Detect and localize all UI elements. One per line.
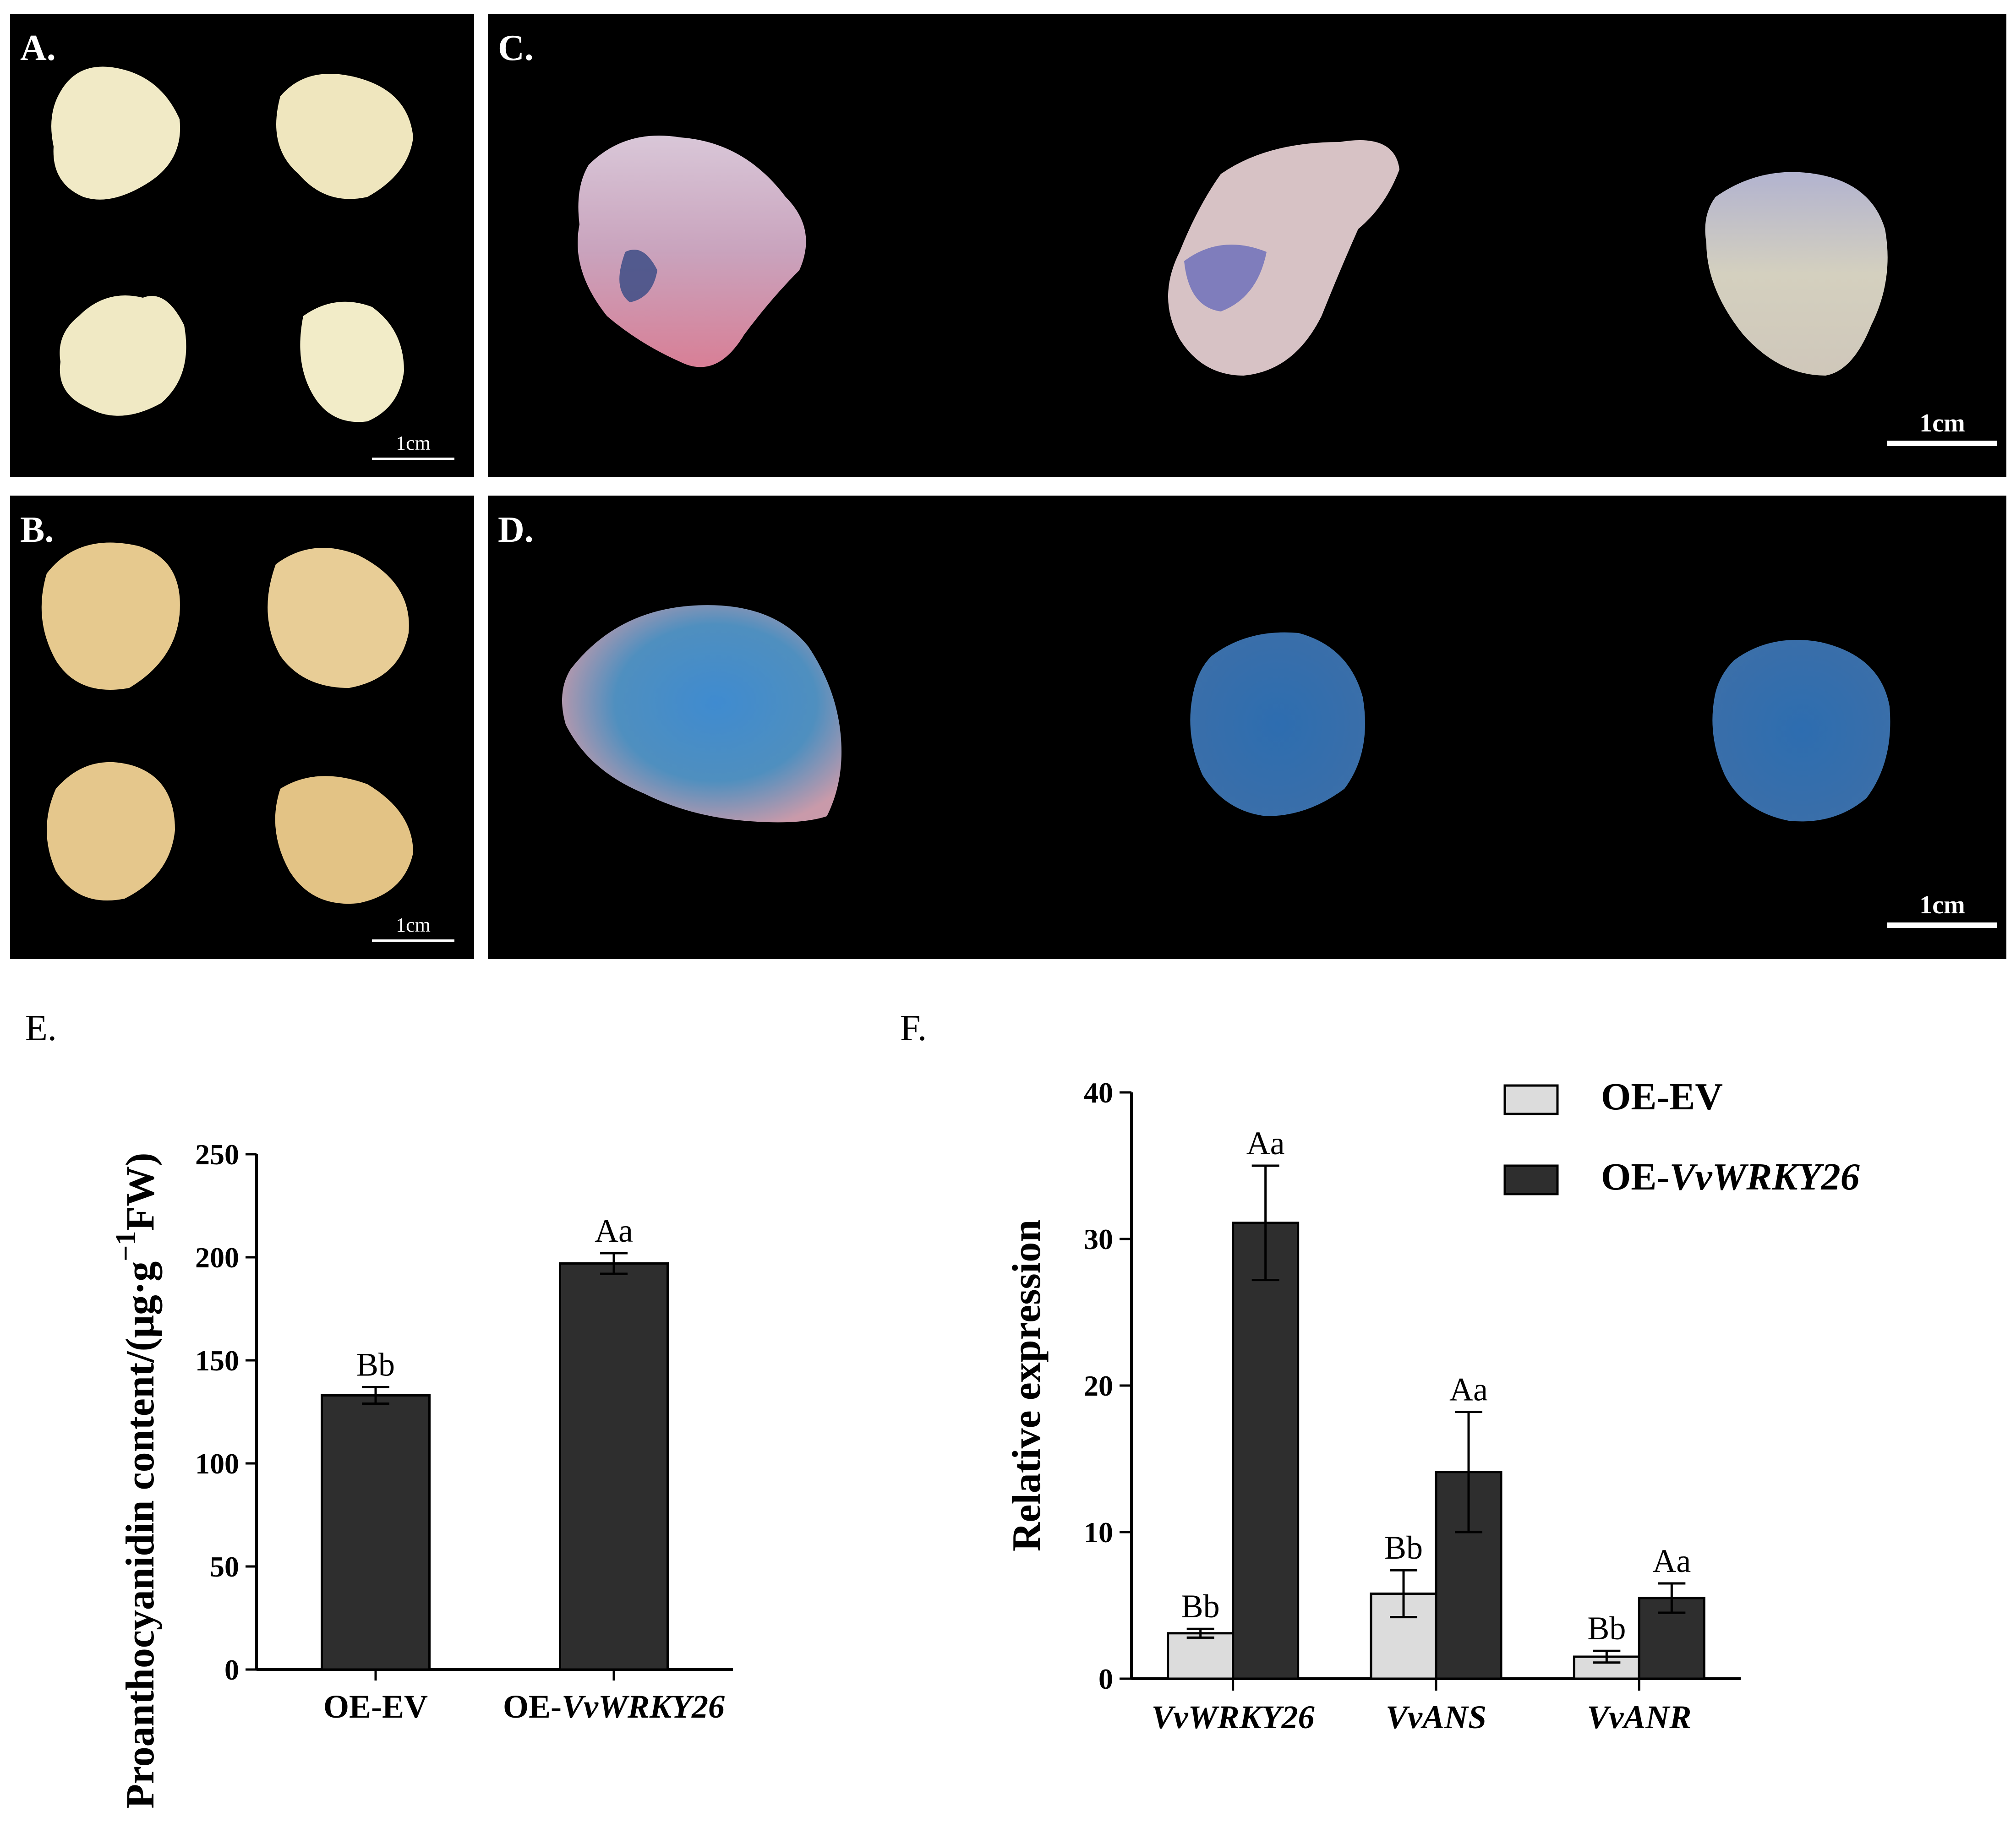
chart-f-panel-label: F. bbox=[900, 1008, 927, 1048]
chart-f-y-label: Relative expression bbox=[1005, 1220, 1049, 1551]
scale-line-d bbox=[1887, 922, 1997, 928]
callus-c2-stain bbox=[1184, 245, 1267, 311]
callus-group-c bbox=[578, 136, 1888, 376]
callus-d2 bbox=[1190, 632, 1365, 816]
chart-f-category-1: VvANS bbox=[1386, 1699, 1486, 1735]
callus-c1-stain bbox=[619, 250, 657, 302]
callus-c1 bbox=[578, 136, 806, 367]
photo-panel-c: C. 1cm bbox=[488, 14, 2006, 477]
scale-bar-c: 1cm bbox=[1887, 409, 1997, 446]
chart-e-y-label-main: Proanthocyanidin content/(μg·g bbox=[118, 1261, 163, 1809]
callus-group-b bbox=[41, 542, 413, 904]
chart-e-y-label-tail: FW) bbox=[118, 1152, 163, 1231]
scale-label-a: 1cm bbox=[396, 432, 431, 454]
chart-e-ytick-label-4: 200 bbox=[195, 1241, 239, 1274]
photo-panel-a: A. 1cm bbox=[10, 14, 474, 477]
chart-f-sig-2-1: Aa bbox=[1652, 1543, 1691, 1579]
callus-c3 bbox=[1705, 172, 1888, 376]
scale-label-c: 1cm bbox=[1919, 409, 1965, 437]
chart-f-legend-label-0-prefix: OE-EV bbox=[1601, 1075, 1723, 1118]
chart-f-legend-swatch-1 bbox=[1503, 1164, 1559, 1195]
chart-e-y-label: Proanthocyanidin content/(μg·g−1FW) bbox=[110, 1152, 163, 1808]
chart-e-category-1-prefix: OE- bbox=[503, 1688, 562, 1725]
callus-group-a bbox=[51, 66, 413, 422]
chart-f-sig-2-0: Bb bbox=[1587, 1610, 1626, 1647]
chart-f-legend-label-1-italic: VvWRKY26 bbox=[1669, 1156, 1859, 1198]
chart-e: 0 50 100 150 200 250 Bb OE-EV Aa OE-VvWRKY26 Proan… bbox=[110, 1138, 733, 1809]
photo-panel-b: B. 1cm bbox=[10, 496, 474, 959]
callus-b4 bbox=[275, 776, 413, 904]
callus-d3 bbox=[1712, 640, 1890, 822]
chart-e-y-label-sup: −1 bbox=[110, 1231, 142, 1261]
chart-e-bar-0 bbox=[321, 1394, 431, 1671]
chart-e-category-1: OE-VvWRKY26 bbox=[503, 1688, 725, 1725]
scale-line-a bbox=[372, 458, 454, 460]
chart-e-sig-1: Aa bbox=[595, 1212, 633, 1249]
scale-bar-d: 1cm bbox=[1887, 890, 1997, 928]
callus-group-d bbox=[562, 605, 1890, 823]
panel-label-a: A. bbox=[20, 28, 56, 68]
chart-f-ytick-label-3: 30 bbox=[1084, 1223, 1113, 1255]
chart-e-category-0-prefix: OE-EV bbox=[323, 1688, 428, 1725]
photo-panel-d: D. 1cm bbox=[488, 496, 2006, 959]
chart-f-legend-label-1: OE-VvWRKY26 bbox=[1601, 1156, 1860, 1198]
chart-f-bar-0-1 bbox=[1232, 1222, 1300, 1680]
chart-f-sig-0-1: Aa bbox=[1246, 1125, 1285, 1162]
chart-f-ytick-label-0: 0 bbox=[1098, 1663, 1113, 1695]
panel-label-b: B. bbox=[20, 510, 54, 550]
chart-f-ytick-label-4: 40 bbox=[1084, 1076, 1113, 1109]
callus-d1 bbox=[562, 605, 841, 823]
chart-e-panel-label: E. bbox=[25, 1008, 57, 1048]
chart-f-ytick-label-2: 20 bbox=[1084, 1370, 1113, 1402]
chart-e-ytick-label-5: 250 bbox=[195, 1138, 239, 1171]
chart-e-category-0: OE-EV bbox=[323, 1688, 428, 1725]
chart-f: 0 10 20 30 40 Bb Aa VvWRKY26 Bb Aa VvANS Bb Aa VvANR R… bbox=[1005, 1075, 1860, 1735]
chart-e-sig-0: Bb bbox=[356, 1347, 395, 1383]
chart-f-category-2: VvANR bbox=[1587, 1699, 1691, 1735]
scale-bar-b: 1cm bbox=[372, 913, 454, 942]
callus-a2 bbox=[276, 74, 413, 199]
chart-f-bar-0-0 bbox=[1167, 1632, 1235, 1680]
chart-e-ytick-label-2: 100 bbox=[195, 1447, 239, 1480]
callus-a3 bbox=[60, 295, 186, 416]
scale-line-b bbox=[372, 939, 454, 942]
chart-e-category-1-italic: VvWRKY26 bbox=[562, 1688, 725, 1725]
chart-e-bar-1 bbox=[559, 1262, 669, 1671]
callus-b3 bbox=[47, 762, 175, 900]
chart-e-ytick-label-0: 0 bbox=[224, 1653, 239, 1686]
chart-f-ytick-label-1: 10 bbox=[1084, 1516, 1113, 1549]
chart-f-sig-0-0: Bb bbox=[1181, 1588, 1220, 1625]
callus-a4 bbox=[300, 301, 404, 422]
chart-f-legend-swatch-0 bbox=[1503, 1084, 1559, 1115]
chart-f-category-0: VvWRKY26 bbox=[1152, 1699, 1315, 1735]
chart-e-ytick-label-1: 50 bbox=[210, 1550, 239, 1583]
scale-line-c bbox=[1887, 441, 1997, 446]
chart-f-sig-1-0: Bb bbox=[1384, 1529, 1423, 1566]
callus-c2 bbox=[1168, 140, 1399, 376]
panel-label-c: C. bbox=[498, 28, 534, 68]
chart-f-sig-1-1: Aa bbox=[1449, 1371, 1488, 1408]
chart-f-legend-label-0: OE-EV bbox=[1601, 1075, 1723, 1118]
callus-b2 bbox=[268, 548, 409, 688]
chart-e-ytick-label-3: 150 bbox=[195, 1344, 239, 1377]
scale-label-b: 1cm bbox=[396, 914, 431, 936]
panel-label-d: D. bbox=[498, 510, 534, 550]
callus-b1 bbox=[41, 542, 180, 690]
scale-label-d: 1cm bbox=[1919, 891, 1965, 919]
scale-bar-a: 1cm bbox=[372, 431, 454, 460]
chart-f-legend-label-1-prefix: OE- bbox=[1601, 1156, 1669, 1198]
callus-a1 bbox=[51, 66, 180, 200]
